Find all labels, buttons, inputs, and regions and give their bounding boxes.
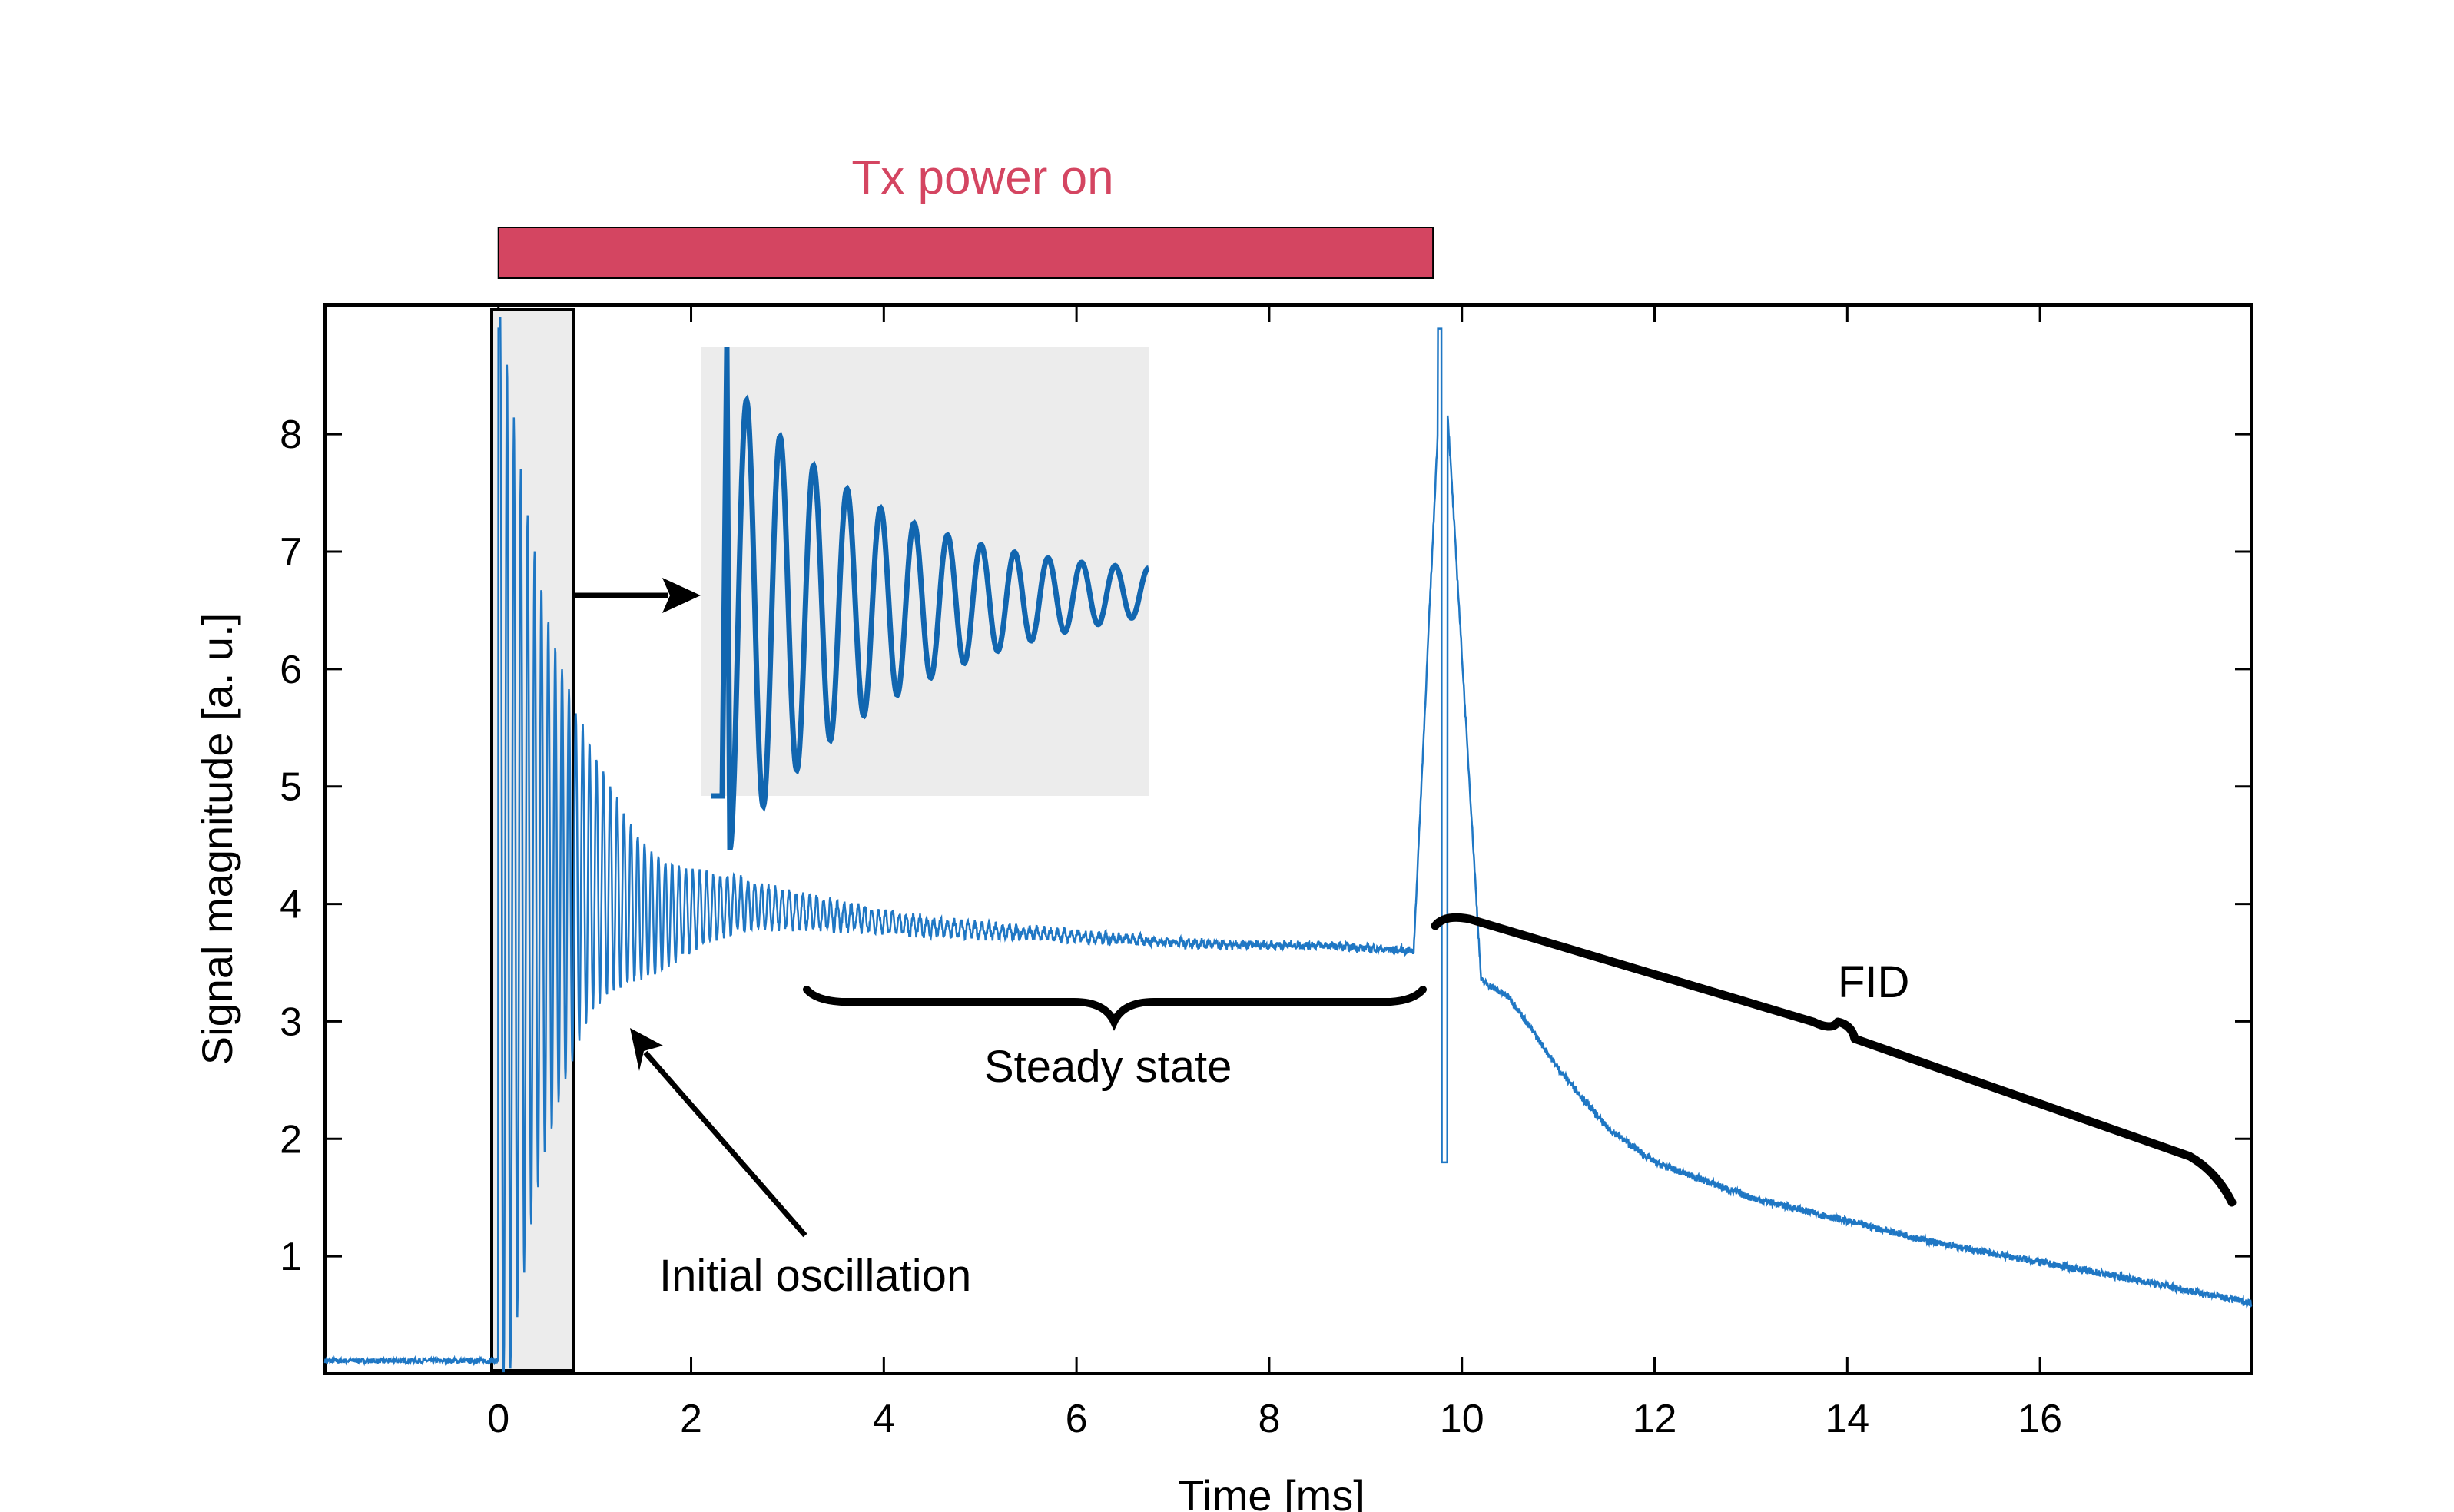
y-tick-label: 5 <box>280 765 302 810</box>
y-tick-label: 1 <box>280 1235 302 1279</box>
y-tick-label: 7 <box>280 530 302 575</box>
y-tick-label: 8 <box>280 413 302 457</box>
tx-power-bar <box>497 227 1434 279</box>
fid-label: FID <box>1838 957 1909 1007</box>
tx-power-label: Tx power on <box>851 151 1113 204</box>
x-tick-label: 16 <box>2018 1397 2062 1441</box>
y-tick-label: 3 <box>280 1000 302 1044</box>
x-ticks: 0 2 4 6 8 10 12 14 16 <box>487 305 2062 1441</box>
x-axis-label: Time [ms] <box>1178 1471 1365 1512</box>
initial-oscillation-arrow-line <box>643 1050 807 1238</box>
fid-brace <box>1431 913 2237 1207</box>
y-axis-label: Signal magnitude [a. u.] <box>193 613 241 1065</box>
steady-state-brace <box>803 986 1427 1031</box>
zoom-arrow-head <box>662 578 701 613</box>
initial-oscillation-label: Initial oscillation <box>659 1251 971 1301</box>
y-ticks: 1 2 3 4 5 6 7 8 <box>280 413 2252 1279</box>
x-tick-label: 10 <box>1440 1397 1484 1441</box>
steady-state-label: Steady state <box>984 1042 1232 1092</box>
y-tick-label: 2 <box>280 1117 302 1162</box>
x-tick-label: 2 <box>680 1397 702 1441</box>
inset-oscillation-line <box>711 346 1150 850</box>
x-tick-label: 0 <box>487 1397 509 1441</box>
initial-oscillation-arrow-head <box>630 1028 663 1071</box>
plot-frame <box>323 303 2253 1375</box>
signal-line <box>323 317 2253 1373</box>
x-tick-label: 8 <box>1258 1397 1280 1441</box>
x-tick-label: 6 <box>1066 1397 1088 1441</box>
y-tick-label: 4 <box>280 883 302 927</box>
y-tick-label: 6 <box>280 648 302 692</box>
x-tick-label: 14 <box>1825 1397 1869 1441</box>
x-tick-label: 12 <box>1633 1397 1677 1441</box>
x-tick-label: 4 <box>873 1397 895 1441</box>
